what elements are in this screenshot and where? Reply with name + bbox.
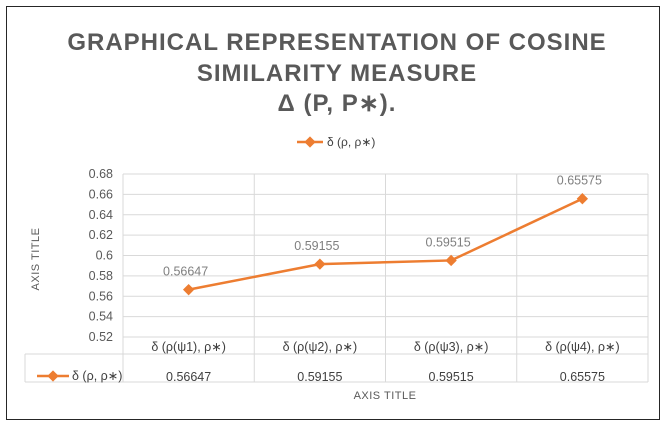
table-legend-marker bbox=[47, 370, 59, 382]
chart-title-line-2: SIMILARITY MEASURE bbox=[197, 60, 477, 87]
y-axis-title: AXIS TITLE bbox=[30, 228, 42, 291]
x-category-label: δ (ρ(ψ2), ρ∗) bbox=[283, 340, 358, 354]
legend-marker bbox=[304, 136, 316, 148]
x-category-label: δ (ρ(ψ1), ρ∗) bbox=[151, 340, 226, 354]
data-labels: 0.56647 0.59155 0.59515 0.65575 bbox=[163, 174, 602, 279]
data-table: δ (ρ(ψ1), ρ∗) δ (ρ(ψ2), ρ∗) δ (ρ(ψ3), ρ∗) δ… bbox=[24, 336, 649, 384]
data-point-marker bbox=[182, 284, 195, 296]
chart-frame: GRAPHICAL REPRESENTATION OF COSINE SIMIL… bbox=[6, 6, 660, 420]
x-axis-title: AXIS TITLE bbox=[354, 390, 417, 402]
data-point-marker bbox=[445, 254, 457, 267]
y-tick-label: 0.54 bbox=[89, 310, 113, 324]
chart-title-line-3: Δ (P, P∗). bbox=[278, 90, 397, 117]
y-tick-label: 0.6 bbox=[96, 249, 113, 263]
y-axis-ticks: 0.52 0.54 0.56 0.58 0.6 0.62 0.64 0.66 0.68 bbox=[89, 167, 113, 344]
data-point-marker bbox=[314, 258, 326, 270]
x-category-label: δ (ρ(ψ4), ρ∗) bbox=[545, 340, 620, 354]
chart-title-line-1: GRAPHICAL REPRESENTATION OF COSINE bbox=[67, 29, 606, 56]
data-label: 0.56647 bbox=[163, 265, 208, 279]
x-category-label: δ (ρ(ψ3), ρ∗) bbox=[414, 340, 489, 354]
gridlines bbox=[122, 173, 649, 368]
y-tick-label: 0.58 bbox=[89, 269, 113, 283]
y-tick-label: 0.66 bbox=[89, 187, 113, 201]
y-tick-label: 0.56 bbox=[89, 289, 113, 303]
data-point-marker bbox=[576, 193, 589, 205]
y-tick-label: 0.62 bbox=[89, 228, 113, 242]
series-line-group bbox=[182, 193, 589, 296]
legend-label: δ (ρ, ρ∗) bbox=[327, 135, 375, 149]
data-label: 0.65575 bbox=[557, 174, 602, 188]
table-value-cell: 0.59155 bbox=[297, 370, 342, 384]
table-value-cell: 0.59515 bbox=[429, 370, 474, 384]
data-label: 0.59155 bbox=[294, 239, 339, 253]
y-tick-label: 0.64 bbox=[89, 208, 113, 222]
series-line bbox=[188, 197, 583, 291]
table-value-cell: 0.56647 bbox=[166, 370, 211, 384]
y-tick-label: 0.68 bbox=[89, 167, 113, 181]
legend: δ (ρ, ρ∗) bbox=[297, 135, 375, 149]
chart-canvas: GRAPHICAL REPRESENTATION OF COSINE SIMIL… bbox=[24, 29, 649, 402]
table-value-cell: 0.65575 bbox=[560, 370, 605, 384]
y-tick-label: 0.52 bbox=[89, 330, 113, 344]
table-series-name: δ (ρ, ρ∗) bbox=[72, 369, 122, 383]
data-label: 0.59515 bbox=[426, 235, 471, 249]
